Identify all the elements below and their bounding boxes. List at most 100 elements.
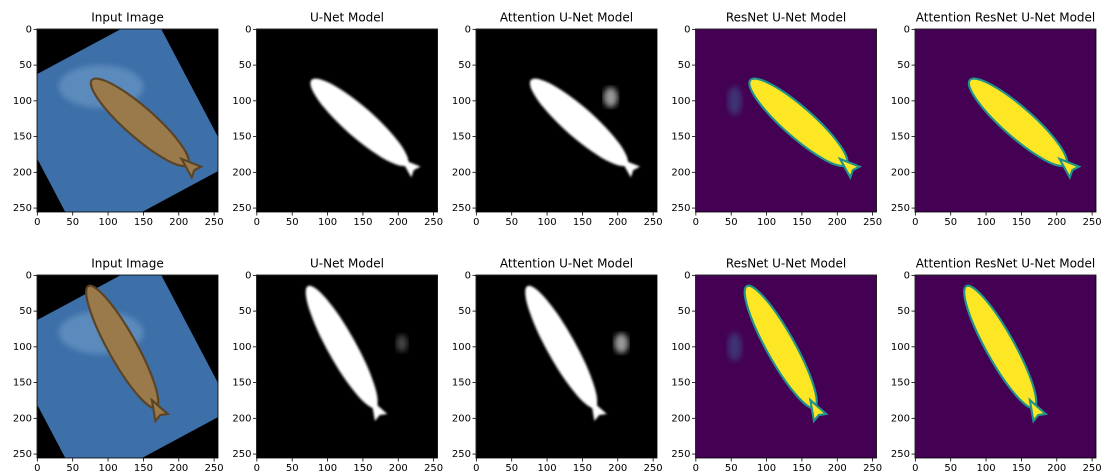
x-tick-label: 150 xyxy=(134,217,153,228)
y-tick-label: 100 xyxy=(891,96,910,107)
y-tick-label: 250 xyxy=(13,449,32,460)
x-tick-label: 50 xyxy=(725,217,738,228)
y-tick-label: 150 xyxy=(452,378,471,389)
x-tick-label: 0 xyxy=(34,463,40,472)
x-tick-label: 0 xyxy=(473,217,479,228)
x-tick-label: 50 xyxy=(505,463,518,472)
x-tick-label: 50 xyxy=(286,217,299,228)
panel: ResNet U-Net Model0501001502002500501001… xyxy=(671,11,882,229)
y-tick-label: 200 xyxy=(232,167,251,178)
x-tick-label: 200 xyxy=(1047,463,1066,472)
image-content xyxy=(257,29,438,212)
x-tick-label: 250 xyxy=(1083,217,1102,228)
x-tick-label: 200 xyxy=(608,217,627,228)
y-tick-label: 250 xyxy=(671,449,690,460)
x-tick-label: 100 xyxy=(538,217,557,228)
x-tick-label: 250 xyxy=(205,463,224,472)
panel-title: Attention ResNet U-Net Model xyxy=(916,257,1096,271)
x-tick-label: 150 xyxy=(573,217,592,228)
y-tick-label: 250 xyxy=(452,449,471,460)
y-tick-label: 250 xyxy=(891,203,910,214)
panel-title: U-Net Model xyxy=(310,11,384,25)
panel-title: ResNet U-Net Model xyxy=(726,257,846,271)
x-tick-label: 0 xyxy=(693,217,699,228)
y-tick-label: 150 xyxy=(891,132,910,143)
y-tick-label: 150 xyxy=(232,378,251,389)
x-tick-label: 100 xyxy=(99,217,118,228)
x-tick-label: 100 xyxy=(757,463,776,472)
x-tick-label: 200 xyxy=(1047,217,1066,228)
y-tick-label: 200 xyxy=(13,167,32,178)
y-tick-label: 100 xyxy=(452,96,471,107)
y-tick-label: 0 xyxy=(465,270,471,281)
y-tick-label: 150 xyxy=(13,378,32,389)
y-tick-label: 200 xyxy=(671,167,690,178)
panel: Input Image05010015020025005010015020025… xyxy=(3,257,232,472)
x-tick-label: 250 xyxy=(644,217,663,228)
y-tick-label: 200 xyxy=(671,413,690,424)
panel-title: Input Image xyxy=(91,257,163,271)
y-tick-label: 200 xyxy=(452,413,471,424)
x-tick-label: 0 xyxy=(473,463,479,472)
x-tick-label: 50 xyxy=(725,463,738,472)
x-tick-label: 100 xyxy=(757,217,776,228)
x-tick-label: 0 xyxy=(254,217,260,228)
x-tick-label: 50 xyxy=(66,463,79,472)
image xyxy=(476,29,657,212)
panel: Attention ResNet U-Net Model050100150200… xyxy=(891,11,1102,229)
artifact xyxy=(614,333,628,353)
x-tick-label: 100 xyxy=(318,463,337,472)
x-tick-label: 250 xyxy=(863,463,882,472)
y-tick-label: 250 xyxy=(232,203,251,214)
x-tick-label: 200 xyxy=(608,463,627,472)
x-tick-label: 100 xyxy=(318,217,337,228)
artifact xyxy=(604,87,618,107)
x-tick-label: 150 xyxy=(1012,463,1031,472)
x-tick-label: 150 xyxy=(792,217,811,228)
image-content xyxy=(915,275,1096,458)
y-tick-label: 150 xyxy=(13,132,32,143)
panel-title: Attention U-Net Model xyxy=(500,11,633,25)
y-tick-label: 200 xyxy=(13,413,32,424)
x-tick-label: 200 xyxy=(169,463,188,472)
x-tick-label: 50 xyxy=(944,463,957,472)
y-tick-label: 150 xyxy=(452,132,471,143)
y-tick-label: 200 xyxy=(452,167,471,178)
x-tick-label: 200 xyxy=(389,217,408,228)
y-tick-label: 150 xyxy=(891,378,910,389)
image xyxy=(257,29,438,212)
x-tick-label: 100 xyxy=(977,217,996,228)
image-content xyxy=(257,275,438,458)
x-tick-label: 200 xyxy=(828,217,847,228)
y-tick-label: 150 xyxy=(671,378,690,389)
panel: ResNet U-Net Model0501001502002500501001… xyxy=(671,257,882,472)
image xyxy=(696,29,877,212)
y-tick-label: 50 xyxy=(897,306,910,317)
panel: Attention ResNet U-Net Model050100150200… xyxy=(891,257,1102,472)
x-tick-label: 100 xyxy=(538,463,557,472)
y-tick-label: 50 xyxy=(678,60,691,71)
x-tick-label: 150 xyxy=(792,463,811,472)
y-tick-label: 150 xyxy=(232,132,251,143)
image-content xyxy=(915,29,1096,212)
x-tick-label: 50 xyxy=(66,217,79,228)
image-content xyxy=(476,29,657,212)
x-tick-label: 100 xyxy=(977,463,996,472)
y-tick-label: 200 xyxy=(232,413,251,424)
y-tick-label: 50 xyxy=(458,60,471,71)
artifact xyxy=(728,333,742,362)
x-tick-label: 50 xyxy=(505,217,518,228)
y-tick-label: 200 xyxy=(891,413,910,424)
y-tick-label: 100 xyxy=(13,342,32,353)
x-tick-label: 150 xyxy=(134,463,153,472)
y-tick-label: 0 xyxy=(245,270,251,281)
y-tick-label: 50 xyxy=(19,306,32,317)
x-tick-label: 0 xyxy=(254,463,260,472)
y-tick-label: 250 xyxy=(13,203,32,214)
y-tick-label: 50 xyxy=(678,306,691,317)
y-tick-label: 250 xyxy=(671,203,690,214)
y-tick-label: 0 xyxy=(26,24,32,35)
y-tick-label: 0 xyxy=(245,24,251,35)
